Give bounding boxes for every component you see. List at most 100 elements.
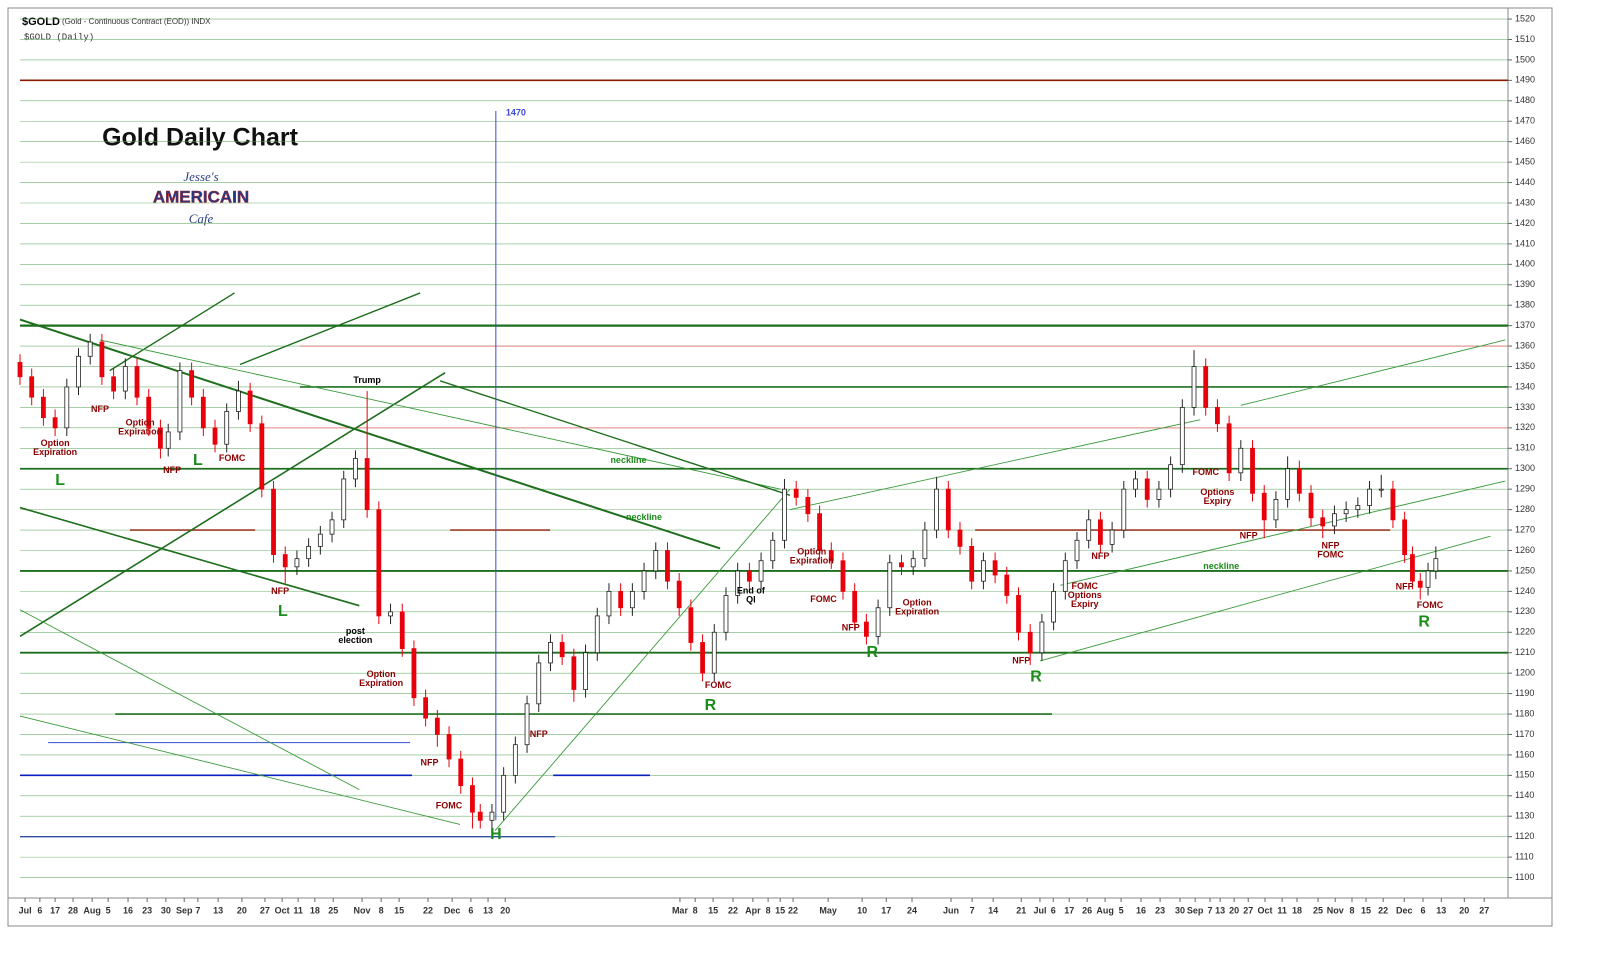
annotation: Expiry — [1071, 599, 1099, 609]
annotation: FOMC — [1317, 549, 1344, 559]
annotation: Trump — [353, 375, 381, 385]
candle-body — [934, 488, 939, 531]
y-tick-label: 1390 — [1515, 279, 1535, 289]
y-tick-label: 1240 — [1515, 586, 1535, 596]
candle-body — [271, 488, 276, 555]
y-tick-label: 1370 — [1515, 320, 1535, 330]
candle-body — [1296, 468, 1302, 494]
logo-top: Jesse's — [183, 169, 218, 184]
y-tick-label: 1260 — [1515, 545, 1535, 555]
candle-body — [212, 427, 218, 445]
y-tick-label: 1420 — [1515, 218, 1535, 228]
logo: Jesse's AMERICAIN Cafe — [153, 169, 250, 226]
x-tick-label: May — [819, 905, 837, 915]
trend-line — [239, 292, 421, 366]
candle-body — [1390, 488, 1396, 521]
pattern-letter: R — [1030, 668, 1042, 685]
candle-body — [165, 431, 171, 449]
candle-body — [446, 734, 452, 760]
trend-line — [19, 318, 721, 550]
x-tick-label: 27 — [1243, 905, 1253, 915]
candle-body — [559, 642, 565, 658]
y-tick-label: 1520 — [1515, 13, 1535, 23]
annotation: Option — [797, 547, 826, 557]
candle-body — [317, 533, 323, 547]
candle-body — [1062, 560, 1068, 592]
candle-body — [41, 396, 46, 419]
x-tick-label: 25 — [328, 905, 338, 915]
candle-body — [17, 362, 23, 378]
candle-body — [306, 546, 312, 560]
y-tick-label: 1120 — [1515, 831, 1534, 841]
candle-body — [571, 656, 577, 690]
x-tick-label: 13 — [483, 905, 493, 915]
candle-body — [618, 590, 624, 609]
x-tick-label: 8 — [379, 905, 384, 915]
candle-body — [134, 366, 140, 398]
plot-frame — [7, 7, 1509, 899]
candle-body — [1074, 539, 1080, 562]
annotation: neckline — [1203, 561, 1239, 571]
annotation: FOMC — [1072, 581, 1099, 591]
y-tick-label: 1170 — [1515, 729, 1534, 739]
y-tick-label: 1210 — [1515, 647, 1535, 657]
x-tick-label: 22 — [1378, 905, 1388, 915]
annotation: FOMC — [1417, 600, 1444, 610]
candle-body — [969, 546, 975, 582]
candle-body — [770, 539, 776, 562]
annotation: Expiration — [359, 678, 403, 688]
x-tick-label: 6 — [1420, 905, 1425, 915]
annotation: FOMC — [810, 594, 837, 604]
pattern-letter: R — [866, 644, 878, 661]
candle-body — [52, 417, 58, 429]
y-tick-label: 1140 — [1515, 790, 1534, 800]
x-tick-label: 23 — [142, 905, 152, 915]
y-tick-label: 1230 — [1515, 606, 1535, 616]
candle-body — [388, 611, 393, 617]
candle-body — [1402, 519, 1408, 555]
candle-body — [711, 631, 717, 674]
x-tick-label: 14 — [988, 905, 998, 915]
candles — [17, 333, 1439, 829]
candle-body — [875, 607, 881, 637]
x-tick-label: 11 — [293, 905, 303, 915]
y-tick-label: 1280 — [1515, 504, 1535, 514]
y-tick-label: 1480 — [1515, 95, 1535, 105]
candle-body — [200, 396, 206, 429]
annotation: NFP — [163, 465, 181, 475]
candle-body — [1098, 519, 1103, 545]
x-tick-label: Sep — [1187, 905, 1204, 915]
candle-body — [64, 386, 70, 429]
candle-body — [945, 488, 951, 531]
candle-body — [1027, 631, 1033, 654]
x-tick-label: 7 — [195, 905, 200, 915]
candle-body — [399, 611, 405, 650]
annotation: Expiration — [790, 556, 834, 566]
candle-body — [489, 811, 495, 821]
x-tick-label: 7 — [970, 905, 975, 915]
annotation: NFP — [530, 729, 548, 739]
y-tick-label: 1340 — [1515, 381, 1535, 391]
candle-body — [1285, 468, 1291, 500]
x-tick-label: 30 — [161, 905, 171, 915]
x-tick-label: 17 — [881, 905, 891, 915]
description: (Gold - Continuous Contract (EOD)) INDX — [62, 17, 211, 26]
annotation: Expiration — [33, 447, 77, 457]
trend-line — [1039, 535, 1491, 662]
candle-body — [653, 550, 659, 572]
candle-body — [910, 558, 916, 568]
candle-body — [594, 615, 600, 654]
candle-body — [1410, 554, 1415, 582]
x-tick-label: 6 — [37, 905, 42, 915]
annotation: Option — [367, 669, 396, 679]
candle-body — [700, 642, 705, 674]
y-tick-label: 1350 — [1515, 361, 1535, 371]
x-tick-label: 22 — [423, 905, 433, 915]
y-tick-label: 1200 — [1515, 668, 1535, 678]
x-tick-label: 30 — [1175, 905, 1185, 915]
candle-body — [1016, 595, 1021, 633]
candle-body — [1156, 488, 1162, 500]
x-tick-label: 8 — [766, 905, 771, 915]
symbol: $GOLD — [22, 16, 60, 28]
candle-body — [746, 570, 752, 582]
